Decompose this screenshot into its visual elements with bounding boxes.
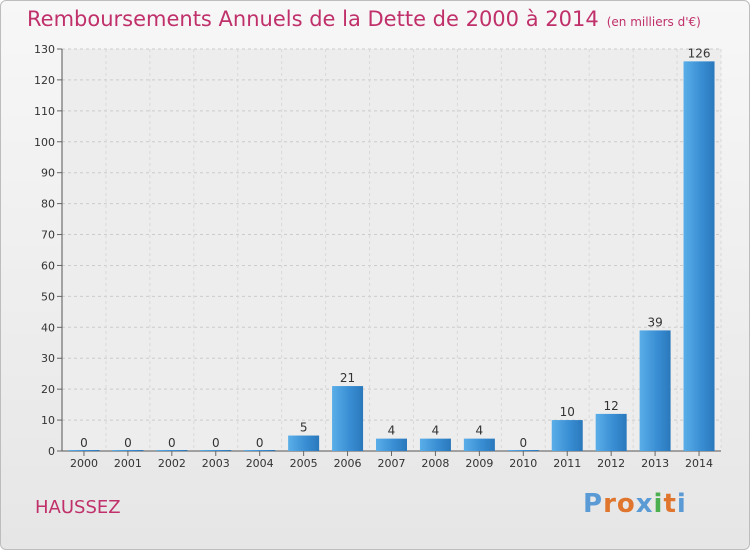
- logo-letter: i: [653, 489, 664, 519]
- x-tick-label: 2003: [202, 457, 230, 470]
- x-tick-label: 2012: [597, 457, 625, 470]
- y-tick-label: 60: [41, 259, 55, 272]
- y-tick-label: 10: [41, 414, 55, 427]
- x-tick-label: 2000: [70, 457, 98, 470]
- y-tick-label: 40: [41, 321, 55, 334]
- bar: [156, 450, 188, 451]
- bar-value-label: 0: [519, 436, 527, 450]
- logo-letter: i: [676, 489, 687, 519]
- y-tick-label: 130: [34, 43, 55, 56]
- x-tick-label: 2014: [685, 457, 713, 470]
- bar: [683, 61, 715, 451]
- bar-value-label: 0: [256, 436, 264, 450]
- x-tick-label: 2010: [509, 457, 537, 470]
- bar-value-label: 5: [300, 421, 308, 435]
- logo-letter: o: [616, 489, 636, 519]
- bar: [68, 450, 100, 451]
- bar: [288, 435, 320, 451]
- x-tick-label: 2005: [290, 457, 318, 470]
- x-tick-label: 2008: [421, 457, 449, 470]
- logo-letter: t: [663, 489, 677, 519]
- place-name: HAUSSEZ: [35, 497, 121, 518]
- bar: [112, 450, 144, 451]
- x-tick-label: 2013: [641, 457, 669, 470]
- y-tick-label: 90: [41, 167, 55, 180]
- bar: [507, 450, 539, 451]
- bar: [332, 386, 364, 451]
- logo-letter: r: [603, 489, 617, 519]
- bar: [200, 450, 232, 451]
- chart-title: Remboursements Annuels de la Dette de 20…: [27, 7, 599, 31]
- bar-chart: 0102030405060708090100110120130020000200…: [34, 43, 722, 470]
- bar-value-label: 0: [212, 436, 220, 450]
- x-tick-label: 2001: [114, 457, 142, 470]
- logo-letter: x: [635, 489, 654, 519]
- y-tick-label: 120: [34, 74, 55, 87]
- y-tick-label: 30: [41, 352, 55, 365]
- chart-title-line: Remboursements Annuels de la Dette de 20…: [27, 7, 701, 31]
- bar: [244, 450, 276, 451]
- y-tick-label: 70: [41, 229, 55, 242]
- y-tick-label: 100: [34, 136, 55, 149]
- y-tick-label: 110: [34, 105, 55, 118]
- x-tick-label: 2002: [158, 457, 186, 470]
- y-tick-label: 20: [41, 383, 55, 396]
- plot-area: [62, 49, 721, 451]
- y-tick-label: 80: [41, 198, 55, 211]
- bar-value-label: 0: [80, 436, 88, 450]
- x-tick-label: 2009: [465, 457, 493, 470]
- bar: [419, 438, 451, 451]
- bar-value-label: 12: [604, 399, 619, 413]
- bar-value-label: 0: [124, 436, 132, 450]
- y-tick-label: 0: [48, 445, 55, 458]
- bar-value-label: 4: [388, 424, 396, 438]
- bar: [639, 330, 671, 451]
- x-tick-label: 2011: [553, 457, 581, 470]
- bar: [463, 438, 495, 451]
- bar-value-label: 21: [340, 371, 355, 385]
- bar-value-label: 4: [476, 424, 484, 438]
- x-tick-label: 2006: [334, 457, 362, 470]
- bar: [595, 413, 627, 451]
- bar: [376, 438, 407, 451]
- bar-value-label: 126: [688, 46, 711, 60]
- bar-value-label: 10: [560, 405, 575, 419]
- logo-letter: P: [583, 489, 604, 519]
- bar-value-label: 4: [432, 424, 440, 438]
- bar: [551, 420, 583, 451]
- y-tick-label: 50: [41, 290, 55, 303]
- chart-unit-label: (en milliers d'€): [606, 15, 701, 29]
- x-tick-label: 2004: [246, 457, 274, 470]
- proxiti-logo: Proxiti: [583, 489, 687, 519]
- x-tick-label: 2007: [378, 457, 406, 470]
- bar-value-label: 39: [647, 315, 662, 329]
- bar-value-label: 0: [168, 436, 176, 450]
